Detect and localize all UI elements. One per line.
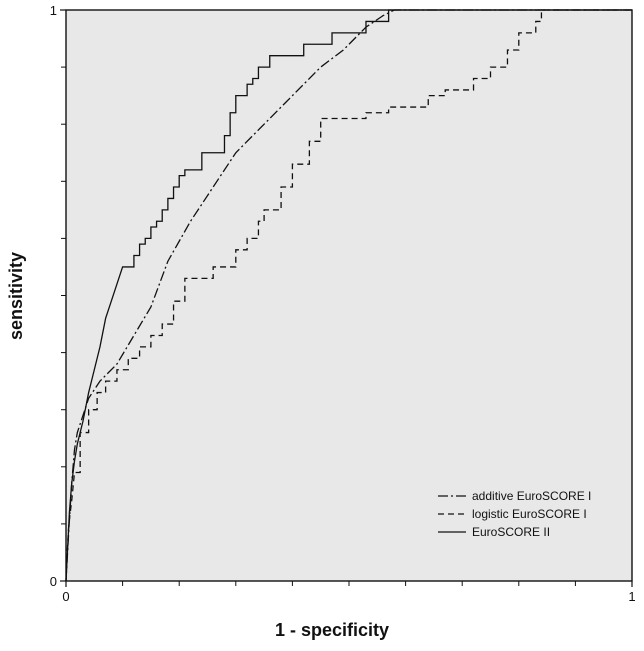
series-line-1 xyxy=(65,9,632,582)
y-minor-ticks xyxy=(61,66,66,525)
x-axis-title: 1 - specificity xyxy=(275,620,389,640)
y-tick-label: 0 xyxy=(50,574,57,589)
x-minor-ticks xyxy=(122,581,576,586)
series-layer xyxy=(65,9,632,582)
series-line-2 xyxy=(65,9,632,582)
legend: additive EuroSCORE I logistic EuroSCORE I… xyxy=(438,489,591,539)
x-tick-label: 1 xyxy=(628,589,635,604)
x-tick-label: 0 xyxy=(62,589,69,604)
legend-label: EuroSCORE II xyxy=(472,525,550,539)
y-tick-label: 1 xyxy=(50,3,57,18)
tick-labels: 0 1 0 1 xyxy=(50,3,636,604)
legend-label: logistic EuroSCORE I xyxy=(472,507,587,521)
series-line-3 xyxy=(65,9,632,582)
plot-area xyxy=(65,9,633,582)
y-axis-title: sensitivity xyxy=(6,252,26,340)
legend-label: additive EuroSCORE I xyxy=(472,489,591,503)
